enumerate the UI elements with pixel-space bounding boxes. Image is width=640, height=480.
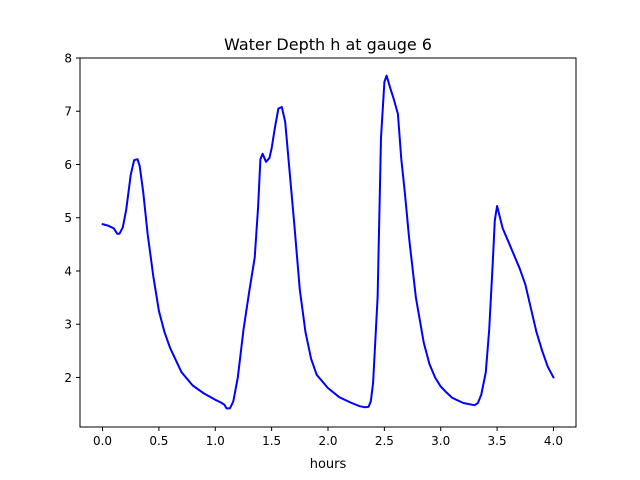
y-tick-label: 5 (64, 211, 72, 225)
x-tick-label: 4.0 (544, 434, 563, 448)
x-axis: 0.0 0.5 1.0 1.5 2.0 2.5 3.0 3.5 4.0 (93, 427, 563, 448)
y-tick-label: 2 (64, 371, 72, 385)
plot-area (101, 74, 555, 410)
x-tick-label: 1.0 (206, 434, 225, 448)
chart-title: Water Depth h at gauge 6 (224, 35, 432, 54)
y-tick-label: 7 (64, 105, 72, 119)
y-axis: 2 3 4 5 6 7 8 (64, 52, 80, 385)
x-tick-label: 3.0 (431, 434, 450, 448)
x-tick-label: 0.5 (149, 434, 168, 448)
y-tick-label: 3 (64, 318, 72, 332)
y-tick-label: 4 (64, 264, 72, 278)
x-tick-label: 1.5 (262, 434, 281, 448)
x-tick-label: 3.5 (488, 434, 507, 448)
y-tick-label: 8 (64, 52, 72, 66)
y-tick-label: 6 (64, 158, 72, 172)
x-axis-label: hours (310, 457, 347, 472)
plot-frame (79, 57, 577, 428)
x-tick-label: 0.0 (93, 434, 112, 448)
series-line (101, 74, 555, 410)
x-tick-label: 2.5 (375, 434, 394, 448)
x-tick-label: 2.0 (318, 434, 337, 448)
